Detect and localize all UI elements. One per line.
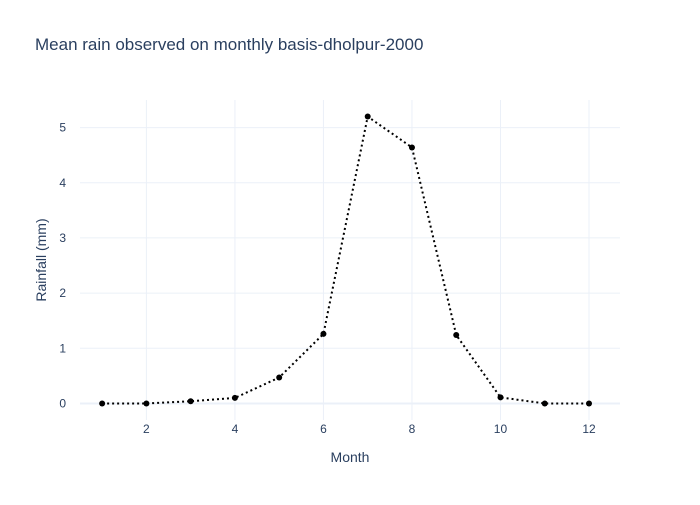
data-point xyxy=(408,144,415,151)
data-point xyxy=(497,394,504,401)
data-point xyxy=(276,374,283,381)
data-point xyxy=(364,113,371,120)
chart-title: Mean rain observed on monthly basis-dhol… xyxy=(35,35,423,54)
x-tick-label: 6 xyxy=(320,422,327,436)
y-tick-label: 5 xyxy=(59,121,66,135)
grid-lines xyxy=(80,100,620,420)
x-tick-label: 4 xyxy=(232,422,239,436)
data-point xyxy=(143,400,150,407)
y-tick-label: 1 xyxy=(59,341,66,355)
x-tick-label: 2 xyxy=(143,422,150,436)
data-point xyxy=(541,400,548,407)
data-point xyxy=(99,400,106,407)
series-line xyxy=(102,114,590,405)
data-point xyxy=(586,400,593,407)
x-tick-label: 12 xyxy=(582,422,596,436)
x-tick-label: 10 xyxy=(494,422,508,436)
data-point xyxy=(453,332,460,339)
x-tick-label: 8 xyxy=(409,422,416,436)
x-axis-ticks: 2 4 6 8 10 12 xyxy=(143,422,596,436)
y-axis-title: Rainfall (mm) xyxy=(33,218,49,301)
data-points xyxy=(99,113,593,407)
data-point xyxy=(187,398,194,405)
y-tick-label: 3 xyxy=(59,231,66,245)
y-tick-label: 2 xyxy=(59,286,66,300)
y-tick-label: 4 xyxy=(59,176,66,190)
data-point xyxy=(231,394,238,401)
x-axis-title: Month xyxy=(331,449,370,465)
y-axis-ticks: 0 1 2 3 4 5 xyxy=(59,121,66,411)
y-tick-label: 0 xyxy=(59,396,66,410)
data-point xyxy=(320,330,327,337)
